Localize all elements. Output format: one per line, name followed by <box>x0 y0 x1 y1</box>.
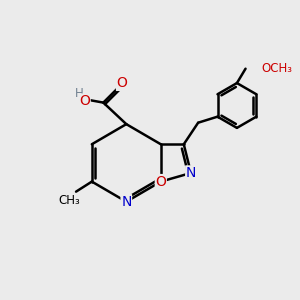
Text: N: N <box>121 195 131 209</box>
Text: O: O <box>155 175 166 189</box>
Text: N: N <box>186 166 196 180</box>
Text: O: O <box>79 94 90 108</box>
Text: H: H <box>75 87 84 100</box>
Text: CH₃: CH₃ <box>58 194 80 207</box>
Text: OCH₃: OCH₃ <box>261 62 292 75</box>
Text: O: O <box>117 76 128 90</box>
